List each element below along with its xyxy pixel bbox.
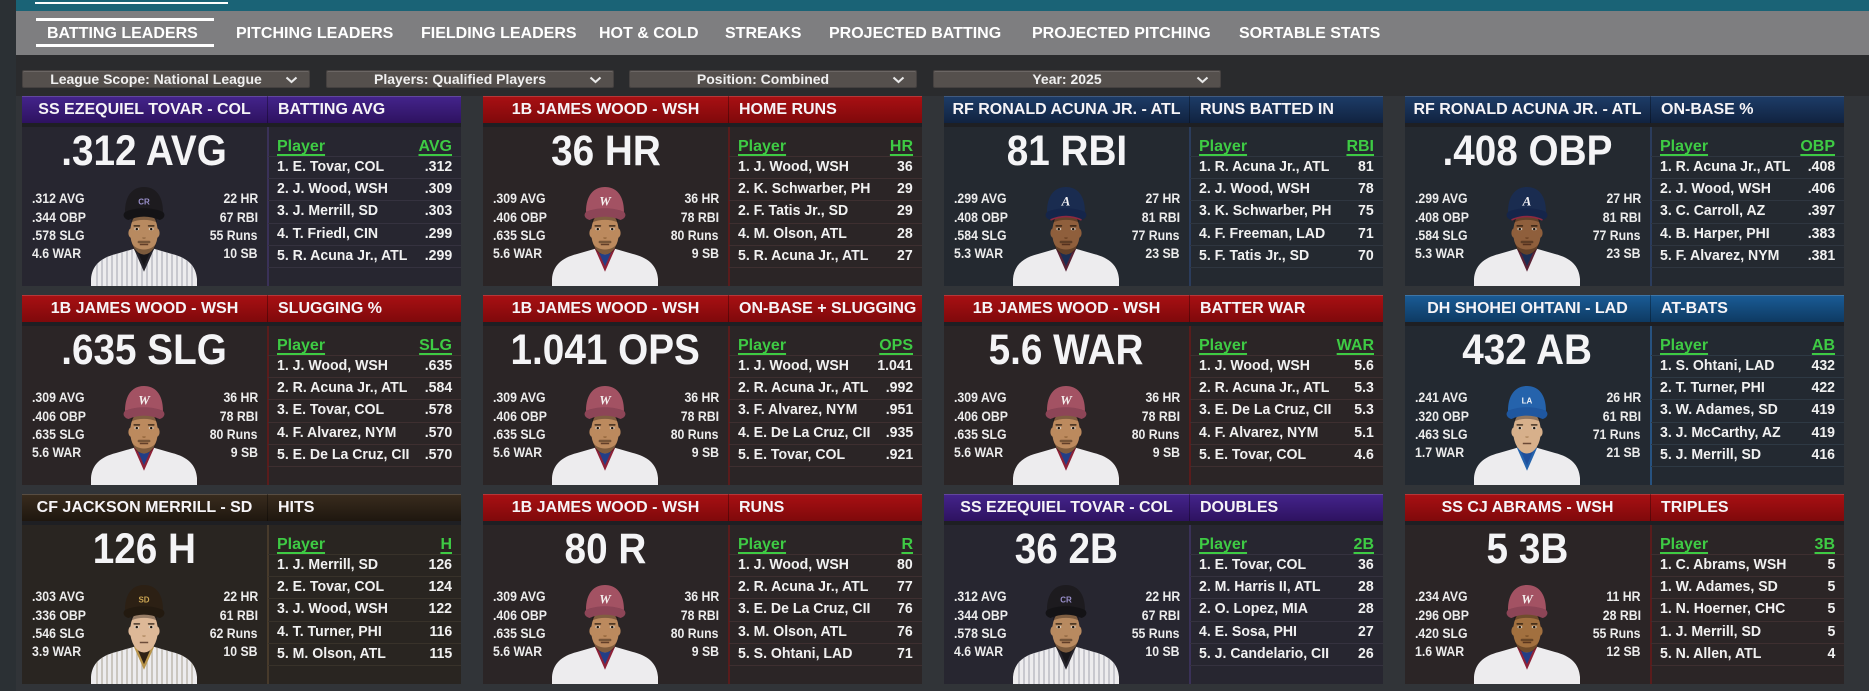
svg-text:W: W [599, 592, 612, 607]
svg-text:W: W [599, 194, 612, 209]
svg-text:A: A [1522, 194, 1532, 209]
svg-text:W: W [138, 393, 151, 408]
svg-text:CR: CR [1060, 596, 1072, 605]
svg-text:CR: CR [138, 198, 150, 207]
svg-text:SD: SD [138, 596, 149, 605]
svg-text:W: W [1521, 592, 1534, 607]
svg-text:LA: LA [1522, 397, 1533, 406]
svg-text:A: A [1061, 194, 1071, 209]
svg-text:W: W [1060, 393, 1073, 408]
svg-text:W: W [599, 393, 612, 408]
